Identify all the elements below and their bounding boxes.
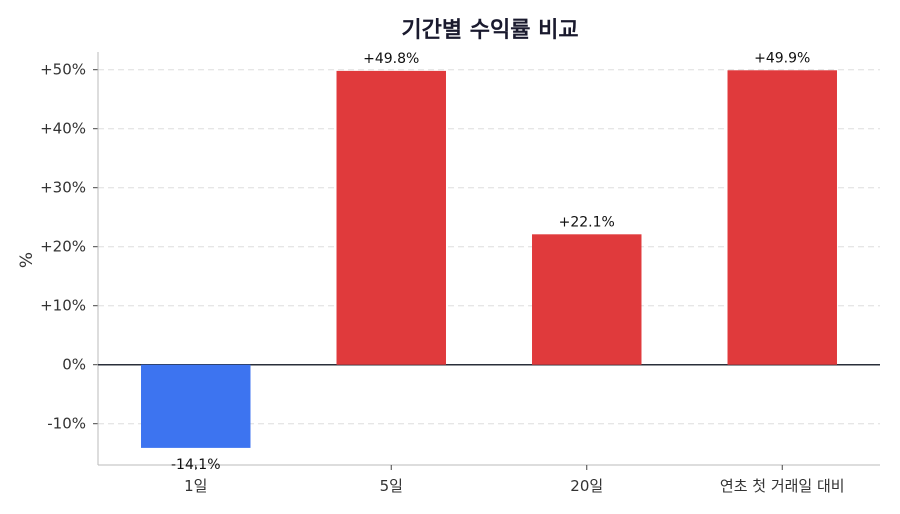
bars xyxy=(141,70,837,448)
bar xyxy=(336,70,446,365)
data-label: +22.1% xyxy=(559,214,615,230)
data-label: +49.8% xyxy=(363,51,419,67)
bar xyxy=(727,70,837,365)
x-tick-label: 20일 xyxy=(570,477,603,495)
x-tick-label: 5일 xyxy=(380,477,403,495)
y-tick-label: -10% xyxy=(47,415,86,433)
axes: -10% 0% +10% +20% +30% +40% +50% 1일 5일 20일 연초 첫 거래… xyxy=(40,52,880,495)
grid-lines xyxy=(98,69,880,425)
y-tick-label: +40% xyxy=(40,120,86,138)
x-tick-label: 연초 첫 거래일 대비 xyxy=(720,477,845,495)
bar xyxy=(141,364,251,448)
data-labels: -14.1% +49.8% +22.1% +49.9% xyxy=(171,50,810,473)
y-axis-label: % xyxy=(17,252,37,268)
y-tick-label: +50% xyxy=(40,61,86,79)
data-label: +49.9% xyxy=(754,50,810,66)
chart-title: 기간별 수익률 비교 xyxy=(401,18,578,43)
y-tick-label: +20% xyxy=(40,238,86,256)
y-tick-label: 0% xyxy=(62,356,86,374)
y-tick-label: +30% xyxy=(40,179,86,197)
bar xyxy=(532,234,642,365)
y-tick-label: +10% xyxy=(40,297,86,315)
data-label: -14.1% xyxy=(171,457,221,473)
x-tick-label: 1일 xyxy=(184,477,207,495)
